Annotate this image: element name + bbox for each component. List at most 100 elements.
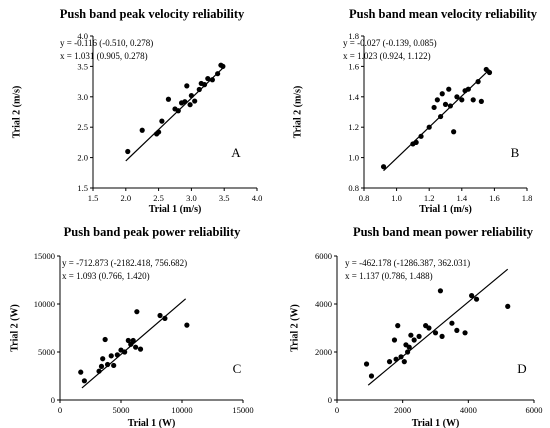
x-tick-label: 3.5 xyxy=(219,193,230,203)
data-point xyxy=(188,92,194,99)
x-tick-label: 1.4 xyxy=(456,193,467,203)
data-point xyxy=(98,363,105,369)
data-point xyxy=(125,337,131,344)
data-point xyxy=(137,346,144,352)
x-tick-label: 0.8 xyxy=(359,193,370,203)
data-point xyxy=(437,288,444,294)
x-tick-label: 10000 xyxy=(171,405,192,415)
y-tick-label: 2000 xyxy=(315,347,332,357)
x-axis-label: Trial 1 (W) xyxy=(128,418,176,428)
data-point xyxy=(134,309,140,315)
y-tick-label: 3.5 xyxy=(77,61,88,71)
chart-title: Push band mean velocity reliability xyxy=(349,7,538,21)
y-tick-label: 3.0 xyxy=(77,92,88,102)
panel-letter: D xyxy=(517,361,526,376)
data-point xyxy=(192,98,198,104)
equation-annotation: y = -712.873 (-2182.418, 756.682) xyxy=(62,258,187,268)
data-point xyxy=(391,337,398,343)
x-tick-label: 5000 xyxy=(113,405,130,415)
data-point xyxy=(411,337,417,343)
y-tick-label: 10000 xyxy=(34,299,55,309)
x-tick-label: 15000 xyxy=(232,405,253,415)
data-point xyxy=(184,83,190,89)
data-point xyxy=(426,124,432,130)
x-axis-label: Trial 1 (m/s) xyxy=(149,204,202,215)
equation-annotation: x = 1.093 (0.766, 1.420) xyxy=(62,271,150,281)
y-tick-label: 1.8 xyxy=(348,31,359,41)
data-point xyxy=(125,148,131,155)
data-point xyxy=(81,378,87,384)
chart-title: Push band peak power reliability xyxy=(64,225,241,239)
x-tick-label: 6000 xyxy=(526,405,543,415)
panel-letter: C xyxy=(233,361,242,376)
data-point xyxy=(398,354,404,360)
regression-line xyxy=(367,268,509,386)
data-point xyxy=(465,86,471,92)
equation-annotation: y = -0.027 (-0.139, 0.085) xyxy=(343,38,437,48)
data-point xyxy=(475,79,481,85)
data-point xyxy=(401,359,407,365)
data-point xyxy=(205,75,211,82)
data-point xyxy=(406,344,412,350)
equation-annotation: x = 1.031 (0.905, 0.278) xyxy=(60,51,148,61)
data-point xyxy=(78,369,84,375)
x-tick-label: 3.0 xyxy=(186,193,197,203)
data-point xyxy=(426,325,432,331)
data-point xyxy=(486,69,493,76)
data-point xyxy=(395,323,401,329)
y-tick-label: 2.0 xyxy=(77,153,88,163)
data-point xyxy=(473,296,480,302)
data-point xyxy=(416,333,422,339)
data-point xyxy=(159,118,165,124)
x-tick-label: 1.6 xyxy=(489,193,500,203)
y-tick-label: 1.2 xyxy=(348,122,359,132)
y-tick-label: 6000 xyxy=(315,251,332,261)
data-point xyxy=(104,361,111,368)
data-point xyxy=(386,359,393,365)
x-tick-label: 1.5 xyxy=(88,193,99,203)
x-tick-label: 2.0 xyxy=(120,193,131,203)
x-axis-label: Trial 1 (W) xyxy=(412,418,460,428)
data-point xyxy=(483,66,489,73)
data-point xyxy=(439,91,445,97)
data-point xyxy=(184,322,190,328)
y-tick-label: 1.0 xyxy=(348,153,359,163)
data-point xyxy=(201,82,208,88)
data-point xyxy=(128,341,134,347)
x-tick-label: 0 xyxy=(58,405,62,415)
data-point xyxy=(447,103,453,109)
y-tick-label: 15000 xyxy=(34,251,55,261)
data-point xyxy=(215,71,221,77)
data-point xyxy=(114,352,120,358)
data-point xyxy=(459,97,465,103)
data-point xyxy=(505,303,511,309)
data-point xyxy=(130,337,136,344)
data-point xyxy=(462,330,468,336)
x-tick-label: 1.0 xyxy=(391,193,402,203)
y-axis-label: Trial 2 (W) xyxy=(290,304,301,352)
data-point xyxy=(175,108,181,114)
data-point xyxy=(404,349,411,355)
data-point xyxy=(196,86,202,93)
equation-annotation: x = 1.023 (0.924, 1.122) xyxy=(343,51,431,61)
data-point xyxy=(363,361,370,367)
y-axis-label: Trial 2 (m/s) xyxy=(12,86,23,139)
data-point xyxy=(442,101,449,107)
data-point xyxy=(220,63,226,69)
data-point xyxy=(133,344,139,350)
data-point xyxy=(469,293,475,299)
y-tick-label: 0 xyxy=(51,395,55,405)
panel-c: 0 5000 10000 15000 0 5000 10000 15000 Push band … xyxy=(10,225,254,428)
panel-d: 0 2000 4000 6000 0 2000 4000 6000 Push band mean… xyxy=(290,225,543,428)
data-point xyxy=(182,99,188,105)
data-point xyxy=(439,333,445,339)
equation-annotation: y = -462.178 (-1286.387, 362.031) xyxy=(345,258,470,268)
y-tick-label: 4.0 xyxy=(77,31,88,41)
data-point xyxy=(434,97,440,103)
data-point xyxy=(156,129,162,135)
regression-line xyxy=(383,69,490,172)
data-point xyxy=(96,368,102,374)
data-point xyxy=(446,86,452,92)
data-point xyxy=(449,320,455,326)
panel-letter: A xyxy=(231,145,241,160)
